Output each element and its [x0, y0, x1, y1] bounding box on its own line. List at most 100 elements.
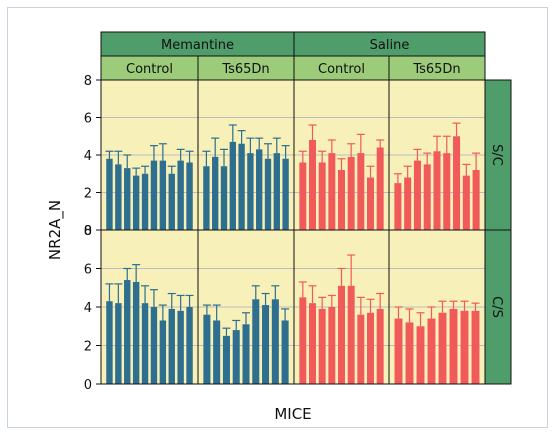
bar	[472, 170, 480, 230]
bar	[186, 162, 193, 230]
strip-outer-memantine	[100, 31, 295, 57]
bar	[124, 280, 131, 384]
y-tick-label: 6	[84, 263, 92, 278]
strip-inner-memantine-control	[100, 55, 199, 81]
bar	[150, 160, 158, 230]
bar	[177, 160, 184, 230]
bar	[220, 166, 228, 230]
bar	[168, 173, 175, 230]
bar	[438, 312, 447, 384]
bar	[328, 153, 336, 230]
bar	[159, 320, 167, 384]
y-tick-label: 6	[84, 112, 92, 127]
bar	[347, 285, 355, 384]
y-tick-label: 0	[84, 224, 92, 239]
panel-cs-saline-control	[293, 229, 390, 385]
bar	[357, 314, 365, 384]
bar	[299, 162, 307, 230]
bar	[282, 158, 289, 230]
strip-row-cs	[484, 229, 512, 385]
bar	[338, 170, 345, 230]
bar	[271, 299, 279, 384]
bar	[186, 307, 193, 384]
panel-cs-saline-ts65dn	[388, 229, 486, 385]
strip-inner-saline-ts65dn-label: Ts65Dn	[412, 62, 460, 77]
bar	[264, 158, 272, 230]
bar	[213, 320, 221, 384]
bar	[449, 308, 458, 384]
bar	[159, 160, 167, 230]
panel-sc-memantine-ts65dn	[197, 79, 295, 231]
bar	[115, 303, 122, 384]
strip-row-sc-label: S/C	[489, 144, 504, 166]
bar	[376, 147, 384, 230]
strips-layer: Memantine Saline Control Ts65Dn Control …	[100, 31, 512, 385]
bar	[433, 151, 441, 230]
y-tick-label: 8	[84, 74, 92, 89]
panel-cs-memantine-ts65dn	[197, 229, 295, 385]
bar	[394, 318, 403, 384]
y-tick-label: 8	[84, 224, 92, 239]
panel-sc-saline-control	[293, 79, 390, 231]
bar	[423, 164, 431, 230]
bar	[115, 164, 122, 230]
bar	[376, 308, 384, 384]
bar	[222, 335, 230, 384]
bar	[247, 153, 254, 230]
bar	[232, 330, 240, 384]
bar	[229, 141, 236, 230]
bar	[273, 153, 280, 230]
bar	[256, 149, 263, 230]
bar	[309, 303, 316, 384]
panel-sc-saline-ts65dn	[388, 79, 486, 231]
bar	[309, 140, 316, 230]
bar	[367, 177, 374, 230]
bar	[252, 299, 260, 384]
bar	[318, 162, 326, 230]
bar	[413, 160, 421, 230]
bar	[367, 312, 374, 384]
bar	[471, 310, 480, 384]
panel-sc-memantine-control	[100, 79, 199, 231]
bar	[357, 153, 365, 230]
bar	[262, 305, 270, 384]
strip-row-cs-label: C/S	[489, 296, 504, 318]
bar	[150, 307, 158, 384]
y-tick-label: 2	[84, 187, 92, 202]
bar	[281, 320, 289, 384]
bar	[141, 173, 149, 230]
bar	[318, 308, 326, 384]
y-tick-label: 4	[84, 149, 92, 164]
bar	[443, 153, 451, 230]
bar	[242, 324, 250, 384]
strip-inner-saline-control-label: Control	[318, 62, 365, 77]
bar	[405, 322, 414, 384]
bar	[177, 310, 184, 384]
bar	[106, 158, 113, 230]
y-tick-label: 2	[84, 340, 92, 355]
bar	[347, 156, 355, 230]
bar	[338, 285, 345, 384]
panels-layer	[100, 79, 486, 385]
bar	[460, 310, 469, 384]
strip-outer-memantine-label: Memantine	[161, 38, 234, 53]
strip-outer-saline-label: Saline	[370, 38, 410, 53]
chart-frame: Memantine Saline Control Ts65Dn Control …	[7, 7, 548, 428]
bar	[212, 156, 219, 230]
bar	[132, 281, 140, 384]
strip-inner-memantine-ts65dn	[197, 55, 295, 81]
strip-inner-memantine-ts65dn-label: Ts65Dn	[221, 62, 269, 77]
bar	[416, 326, 425, 384]
bar	[453, 136, 461, 230]
faceted-bar-chart: Memantine Saline Control Ts65Dn Control …	[46, 31, 512, 423]
bar	[328, 307, 336, 384]
bar	[394, 183, 402, 230]
y-axis-title: NR2A_N	[46, 200, 65, 260]
y-tick-label: 0	[84, 378, 92, 393]
bar	[203, 314, 211, 384]
bar	[238, 143, 245, 230]
bar	[462, 175, 470, 230]
bar	[168, 308, 175, 384]
bar	[299, 297, 307, 384]
